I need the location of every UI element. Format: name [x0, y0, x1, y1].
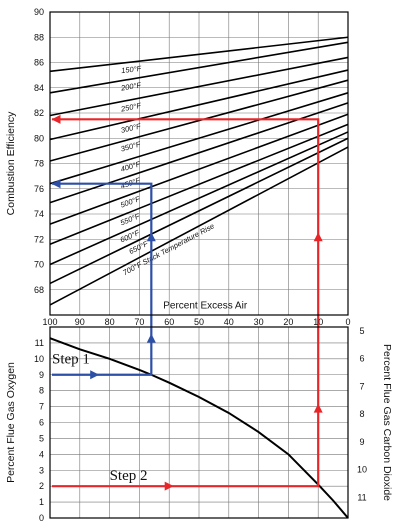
x-tick-label: 0: [345, 317, 350, 327]
curve-label: 200°F: [119, 80, 142, 92]
top-plot-frame: [49, 11, 349, 316]
efficiency-curve: [49, 41, 349, 94]
efficiency-curves: 150°F200°F250°F300°F350°F400°F450°F500°F…: [49, 36, 349, 306]
x-tick-label: 80: [105, 317, 115, 327]
y-tick-label: 80: [34, 133, 44, 143]
efficiency-curve: [49, 79, 349, 162]
y-tick-label: 3: [39, 465, 44, 475]
step2-label: Step 2: [110, 468, 148, 484]
y-tick-label: 86: [34, 58, 44, 68]
efficiency-curve: [49, 56, 349, 117]
red-path-line: [52, 118, 320, 488]
y-axis-label: Combustion Efficiency: [5, 111, 17, 215]
x-tick-label: 90: [75, 317, 85, 327]
y-tick-label: 8: [39, 386, 44, 396]
y-axis-label: Percent Flue Gas Oxygen: [5, 362, 17, 483]
plot-frames: [49, 11, 349, 519]
y-tick-label: 70: [34, 260, 44, 270]
efficiency-curve: [49, 69, 349, 141]
efficiency-curve: [49, 137, 349, 285]
y-tick-label: 6: [39, 418, 44, 428]
x-tick-label: 60: [164, 317, 174, 327]
efficiency-curve: [49, 92, 349, 185]
curve-label: 300°F: [120, 121, 142, 134]
curve-label: 150°F: [121, 64, 142, 75]
curve-label: 500°F: [119, 194, 141, 210]
y-tick-label: 9: [39, 370, 44, 380]
efficiency-curve: [49, 36, 349, 73]
x-tick-label: 70: [134, 317, 144, 327]
y-tick-label: 1: [39, 497, 44, 507]
x-tick-label: 20: [283, 317, 293, 327]
y-tick-label: 72: [34, 234, 44, 244]
x-axis-label: Percent Excess Air: [163, 301, 248, 312]
y-tick-label: 0: [39, 513, 44, 523]
y2-tick-label: 5: [359, 326, 364, 336]
y2-tick-label: 10: [357, 465, 367, 475]
y2-tick-label: 9: [359, 437, 364, 447]
y-tick-label: 88: [34, 32, 44, 42]
blue-path-line: [52, 182, 153, 376]
red-arrow: [164, 481, 174, 491]
blue-arrow: [146, 232, 156, 242]
x-tick-label: 40: [224, 317, 234, 327]
example-paths: [51, 114, 323, 491]
efficiency-curve: [49, 123, 349, 246]
y-tick-label: 5: [39, 433, 44, 443]
y-tick-label: 68: [34, 285, 44, 295]
blue-arrow: [51, 179, 61, 189]
efficiency-curve: [49, 113, 349, 225]
y2-tick-label: 11: [357, 492, 366, 502]
grid: [49, 11, 349, 519]
red-arrow: [313, 232, 323, 242]
efficiency-curve: [49, 131, 349, 266]
y-tick-label: 90: [34, 7, 44, 17]
y-tick-label: 4: [39, 449, 44, 459]
x-tick-label: 30: [254, 317, 264, 327]
y-tick-label: 10: [34, 354, 44, 364]
bottom-plot-frame: [49, 326, 349, 519]
y2-axis-label: Percent Flue Gas Carbon Dioxide: [381, 344, 393, 501]
y-tick-label: 84: [34, 83, 44, 93]
y-tick-label: 78: [34, 159, 44, 169]
y2-tick-label: 7: [359, 381, 364, 391]
blue-arrow: [90, 370, 100, 380]
efficiency-curve: [49, 146, 349, 306]
x-tick-label: 100: [42, 317, 57, 327]
curve-label: 250°F: [119, 101, 142, 114]
y-tick-label: 2: [39, 481, 44, 491]
red-arrow: [313, 403, 323, 413]
y-tick-label: 11: [35, 338, 44, 348]
y-tick-label: 74: [34, 209, 44, 219]
x-tick-label: 10: [313, 317, 323, 327]
y2-tick-label: 6: [359, 354, 364, 364]
y-tick-label: 7: [39, 402, 44, 412]
step1-label: Step 1: [52, 352, 90, 368]
blue-arrow: [146, 333, 156, 343]
y-tick-label: 82: [34, 108, 44, 118]
x-tick-label: 50: [194, 317, 204, 327]
y2-tick-label: 8: [359, 409, 364, 419]
red-arrow: [51, 114, 61, 124]
y-tick-label: 76: [34, 184, 44, 194]
